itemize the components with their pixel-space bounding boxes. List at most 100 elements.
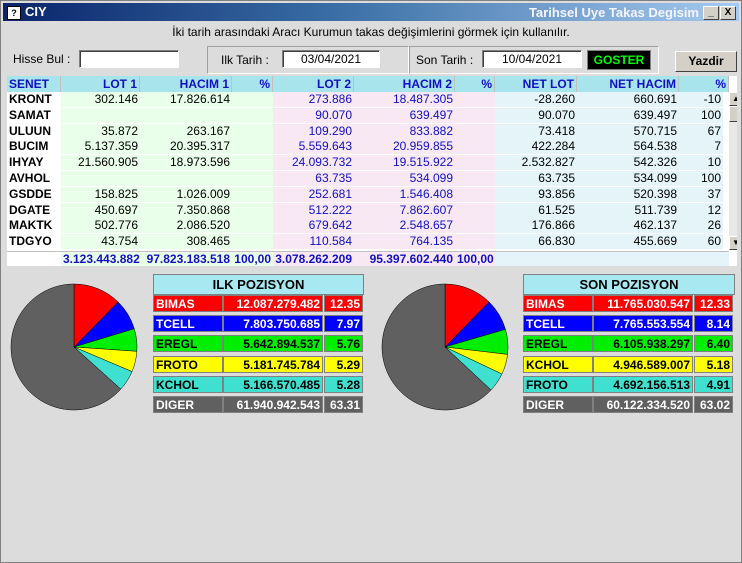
table-cell-net-lot[interactable]: 93.856	[495, 186, 577, 202]
table-cell-net-hacim[interactable]: 520.398	[577, 186, 679, 202]
table-cell-lot1[interactable]: 502.776	[61, 218, 140, 234]
table-row-symbol[interactable]: GSDDE	[7, 186, 61, 202]
table-cell-pct2[interactable]	[455, 186, 495, 202]
table-cell-lot2[interactable]: 5.559.643	[273, 139, 354, 155]
table-cell-net-lot[interactable]: 176.866	[495, 218, 577, 234]
table-cell-pct2[interactable]	[455, 171, 495, 186]
table-cell-lot1[interactable]: 35.872	[61, 123, 140, 139]
table-cell-net-pct[interactable]: 100	[679, 171, 723, 186]
table-cell-pct1[interactable]	[232, 155, 273, 171]
table-cell-net-hacim[interactable]: 564.538	[577, 139, 679, 155]
table-row-symbol[interactable]: IHYAY	[7, 155, 61, 171]
table-row-symbol[interactable]: SAMAT	[7, 107, 61, 123]
table-cell-pct2[interactable]	[455, 123, 495, 139]
column-header-pct2[interactable]: %	[455, 76, 495, 92]
table-cell-hacim2[interactable]: 20.959.855	[354, 139, 455, 155]
table-cell-net-lot[interactable]: 63.735	[495, 171, 577, 186]
column-header-net-pct[interactable]: %	[679, 76, 729, 92]
table-cell-net-hacim[interactable]: 455.669	[577, 234, 679, 250]
table-cell-pct1[interactable]	[232, 171, 273, 186]
scroll-up-icon[interactable]: ▲	[729, 92, 737, 106]
table-cell-hacim1[interactable]: 18.973.596	[140, 155, 232, 171]
table-cell-net-pct[interactable]: 7	[679, 139, 723, 155]
column-header-lot2[interactable]: LOT 2	[273, 76, 354, 92]
table-cell-hacim1[interactable]: 1.026.009	[140, 186, 232, 202]
table-row-symbol[interactable]: BUCIM	[7, 139, 61, 155]
table-cell-net-hacim[interactable]: 462.137	[577, 218, 679, 234]
column-header-net-hacim[interactable]: NET HACIM	[577, 76, 679, 92]
table-cell-lot2[interactable]: 24.093.732	[273, 155, 354, 171]
table-row-symbol[interactable]: ULUUN	[7, 123, 61, 139]
table-cell-pct2[interactable]	[455, 155, 495, 171]
table-cell-hacim2[interactable]: 19.515.922	[354, 155, 455, 171]
table-cell-hacim2[interactable]: 1.546.408	[354, 186, 455, 202]
table-cell-hacim2[interactable]: 2.548.657	[354, 218, 455, 234]
table-cell-lot1[interactable]	[61, 171, 140, 186]
table-cell-hacim2[interactable]: 764.135	[354, 234, 455, 250]
table-cell-pct1[interactable]	[232, 186, 273, 202]
table-row-symbol[interactable]: KRONT	[7, 92, 61, 107]
table-cell-net-pct[interactable]: 100	[679, 107, 723, 123]
table-cell-net-lot[interactable]: 73.418	[495, 123, 577, 139]
table-cell-net-lot[interactable]: 422.284	[495, 139, 577, 155]
yazdir-button[interactable]: Yazdir	[675, 51, 737, 72]
table-cell-hacim2[interactable]: 639.497	[354, 107, 455, 123]
table-cell-pct2[interactable]	[455, 139, 495, 155]
table-cell-net-lot[interactable]: 2.532.827	[495, 155, 577, 171]
table-cell-net-pct[interactable]: 60	[679, 234, 723, 250]
table-cell-net-pct[interactable]: -10	[679, 92, 723, 107]
column-header-hacim2[interactable]: HACIM 2	[354, 76, 455, 92]
column-header-net-lot[interactable]: NET LOT	[495, 76, 577, 92]
table-cell-hacim1[interactable]: 2.086.520	[140, 218, 232, 234]
table-cell-net-hacim[interactable]: 542.326	[577, 155, 679, 171]
table-cell-net-lot[interactable]: 66.830	[495, 234, 577, 250]
table-cell-net-pct[interactable]: 12	[679, 202, 723, 218]
hisse-search-input[interactable]	[79, 50, 179, 68]
table-cell-net-hacim[interactable]: 534.099	[577, 171, 679, 186]
table-cell-hacim1[interactable]	[140, 171, 232, 186]
table-cell-hacim2[interactable]: 7.862.607	[354, 202, 455, 218]
table-cell-net-pct[interactable]: 67	[679, 123, 723, 139]
table-cell-lot1[interactable]: 21.560.905	[61, 155, 140, 171]
table-cell-lot1[interactable]: 43.754	[61, 234, 140, 250]
table-row-symbol[interactable]: AVHOL	[7, 171, 61, 186]
close-button[interactable]: X	[720, 6, 736, 20]
table-cell-net-hacim[interactable]: 639.497	[577, 107, 679, 123]
minimize-button[interactable]: _	[703, 6, 719, 20]
table-cell-lot2[interactable]: 63.735	[273, 171, 354, 186]
table-cell-pct1[interactable]	[232, 107, 273, 123]
table-cell-net-hacim[interactable]: 660.691	[577, 92, 679, 107]
table-cell-pct2[interactable]	[455, 234, 495, 250]
table-cell-lot1[interactable]: 450.697	[61, 202, 140, 218]
table-cell-lot2[interactable]: 109.290	[273, 123, 354, 139]
table-cell-hacim1[interactable]: 17.826.614	[140, 92, 232, 107]
table-cell-lot2[interactable]: 90.070	[273, 107, 354, 123]
table-cell-lot2[interactable]: 110.584	[273, 234, 354, 250]
column-header-hacim1[interactable]: HACIM 1	[140, 76, 232, 92]
table-cell-hacim1[interactable]	[140, 107, 232, 123]
table-cell-pct2[interactable]	[455, 218, 495, 234]
table-cell-lot2[interactable]: 273.886	[273, 92, 354, 107]
table-cell-net-lot[interactable]: 90.070	[495, 107, 577, 123]
table-cell-pct1[interactable]	[232, 139, 273, 155]
table-cell-pct1[interactable]	[232, 218, 273, 234]
table-cell-pct1[interactable]	[232, 92, 273, 107]
table-cell-pct2[interactable]	[455, 202, 495, 218]
table-cell-pct1[interactable]	[232, 234, 273, 250]
column-header-pct1[interactable]: %	[232, 76, 273, 92]
table-cell-lot1[interactable]: 158.825	[61, 186, 140, 202]
table-cell-lot1[interactable]: 302.146	[61, 92, 140, 107]
table-row-symbol[interactable]: DGATE	[7, 202, 61, 218]
table-cell-net-lot[interactable]: -28.260	[495, 92, 577, 107]
table-cell-net-hacim[interactable]: 570.715	[577, 123, 679, 139]
column-header-senet[interactable]: SENET	[7, 76, 61, 92]
scroll-thumb[interactable]	[729, 106, 737, 122]
table-cell-lot2[interactable]: 252.681	[273, 186, 354, 202]
table-cell-net-pct[interactable]: 37	[679, 186, 723, 202]
table-cell-pct1[interactable]	[232, 123, 273, 139]
title-bar[interactable]: ? CIY Tarihsel Uye Takas Degisim _ X	[3, 3, 739, 21]
table-cell-lot1[interactable]: 5.137.359	[61, 139, 140, 155]
table-cell-net-pct[interactable]: 10	[679, 155, 723, 171]
table-cell-hacim1[interactable]: 263.167	[140, 123, 232, 139]
